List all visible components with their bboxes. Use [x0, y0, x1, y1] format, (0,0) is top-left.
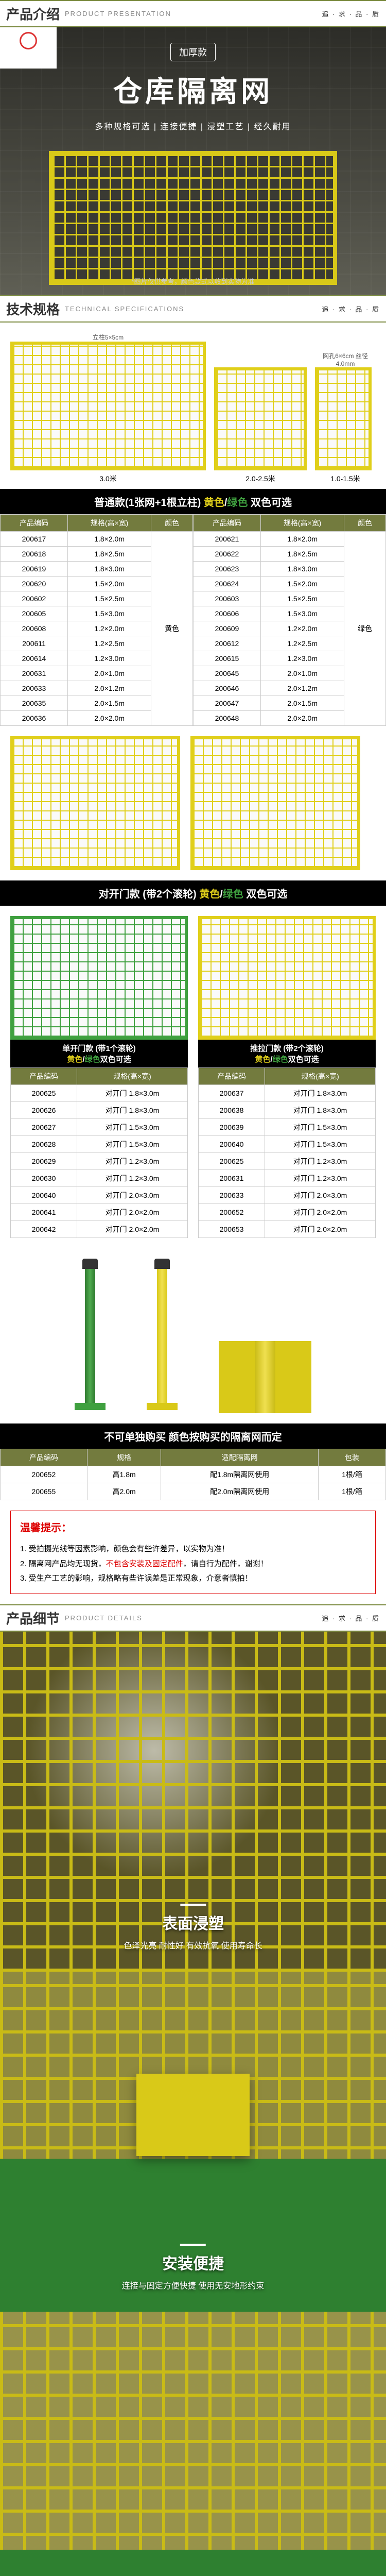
table-row: 200655高2.0m配2.0m隔离网使用1根/箱: [1, 1483, 386, 1500]
table-row: 200629对开门 1.2×3.0m: [11, 1153, 188, 1170]
tips-line: 1. 受拍摄光线等因素影响，颜色会有些许差异，以实物为准！: [20, 1542, 366, 1557]
table-row: 200641对开门 2.0×2.0m: [11, 1204, 188, 1221]
table-row: 200640对开门 1.5×3.0m: [199, 1136, 376, 1153]
hero-title: 仓库隔离网: [0, 69, 386, 110]
tips-line: 2. 隔离网产品均无现货，不包含安装及固定配件，请自行为配件，谢谢！: [20, 1557, 366, 1572]
caption-large: 3.0米: [10, 473, 206, 484]
detail-title: 表面浸塑: [124, 1911, 262, 1934]
th: 产品编码: [199, 1068, 265, 1085]
tips-title: 温馨提示：: [20, 1518, 366, 1538]
table-row: 200630对开门 1.2×3.0m: [11, 1170, 188, 1187]
header-cn: 产品介绍: [6, 4, 60, 23]
table-row: 200633对开门 2.0×3.0m: [199, 1187, 376, 1204]
post-green: [75, 1259, 106, 1413]
header-en: PRODUCT PRESENTATION: [65, 10, 322, 18]
table-row: 200642对开门 2.0×2.0m: [11, 1221, 188, 1238]
header-cn: 技术规格: [6, 299, 60, 318]
section-header-detail: 产品细节 PRODUCT DETAILS 追 · 求 · 品 · 质: [0, 1604, 386, 1632]
th: 规格: [87, 1449, 161, 1466]
table-row: 200639对开门 1.5×3.0m: [199, 1119, 376, 1136]
th: 适配隔离网: [161, 1449, 318, 1466]
table-row: 200626对开门 1.8×3.0m: [11, 1102, 188, 1119]
th: 产品编码: [194, 515, 261, 532]
post-yellow: [147, 1259, 178, 1413]
hero-note: *图片仅供参考，颜色款式以收到实物为准: [131, 276, 254, 286]
header-dots: 追 · 求 · 品 · 质: [322, 304, 380, 314]
header-en: TECHNICAL SPECIFICATIONS: [65, 305, 322, 313]
label-bar-push-door: 推拉门款 (带2个滚轮) 黄色/绿色双色可选: [198, 1040, 376, 1067]
caption-small: 1.0-1.5米: [315, 473, 376, 484]
detail-sub: 色泽光亮 耐性好 有效抗氧 使用寿命长: [124, 1939, 262, 1951]
detail-photo-surface: 表面浸塑 色泽光亮 耐性好 有效抗氧 使用寿命长: [0, 1632, 386, 1972]
header-cn: 产品细节: [6, 1608, 60, 1628]
th: 颜色: [344, 515, 386, 532]
table-row: 200637对开门 1.8×3.0m: [199, 1085, 376, 1102]
th: 产品编码: [1, 515, 68, 532]
mesh-large: [10, 342, 206, 470]
table-row: 200640对开门 2.0×3.0m: [11, 1187, 188, 1204]
annot-left: 立柱5×5cm: [10, 333, 206, 342]
tips-line: 3. 受生产工艺的影响，规格略有些许误差是正常现象，介意者慎拍！: [20, 1571, 366, 1586]
caption-med: 2.0-2.5米: [214, 473, 307, 484]
tips-box: 温馨提示： 1. 受拍摄光线等因素影响，颜色会有些许差异，以实物为准！ 2. 隔…: [10, 1511, 376, 1594]
detail-photo-mesh: 均匀网孔 6×6cm网孔 均匀焊接 牢固耐用 美观大气: [0, 2312, 386, 2576]
post-image-row: [0, 1248, 386, 1423]
table-row: 200653对开门 2.0×2.0m: [199, 1221, 376, 1238]
push-door-image: [198, 916, 376, 1040]
table-row: 200625对开门 1.2×3.0m: [199, 1153, 376, 1170]
hero-subtitle: 多种规格可选 | 连接便捷 | 浸塑工艺 | 经久耐用: [0, 120, 386, 132]
table-post: 产品编码规格适配隔离网包装200652高1.8m配1.8m隔离网使用1根/箱20…: [0, 1449, 386, 1500]
detail-sub: 连接与固定方便快捷 使用无安地形约束: [122, 2279, 264, 2291]
table-normal: 产品编码规格(高×宽)颜色2006171.8×2.0m黄色2006181.8×2…: [0, 514, 386, 726]
door-panel-right: [190, 736, 360, 870]
hero-product-image: [49, 151, 337, 285]
th: 规格(高×宽): [77, 1068, 188, 1085]
table-row: 2006211.8×2.0m绿色: [194, 532, 386, 547]
th: 产品编码: [11, 1068, 77, 1085]
table-row: 200628对开门 1.5×3.0m: [11, 1136, 188, 1153]
table-row: 200631对开门 1.2×3.0m: [199, 1170, 376, 1187]
double-door-image: [0, 726, 386, 880]
header-dots: 追 · 求 · 品 · 质: [322, 1613, 380, 1623]
table-row: 200652高1.8m配1.8m隔离网使用1根/箱: [1, 1466, 386, 1483]
annot-right: 网孔6×6cm 丝径4.0mm: [315, 351, 376, 367]
hero-tag: 加厚款: [170, 43, 216, 61]
table-row: 200638对开门 1.8×3.0m: [199, 1102, 376, 1119]
label-bar-double-door: 对开门款 (带2个滚轮) 黄色/绿色 双色可选: [0, 880, 386, 906]
post-base-plate: [219, 1341, 311, 1413]
detail-title: 安装便捷: [122, 2251, 264, 2274]
th: 规格(高×宽): [67, 515, 151, 532]
label-bar-no-sell: 不可单独购买 颜色按购买的隔离网而定: [0, 1423, 386, 1449]
detail-photo-install: 安装便捷 连接与固定方便快捷 使用无安地形约束: [0, 1972, 386, 2312]
table-row: 200625对开门 1.8×3.0m: [11, 1085, 188, 1102]
section-header-spec: 技术规格 TECHNICAL SPECIFICATIONS 追 · 求 · 品 …: [0, 295, 386, 323]
door-panel-left: [10, 736, 180, 870]
table-row: 2006171.8×2.0m黄色: [1, 532, 193, 547]
label-bar-single-door: 单开门款 (带1个滚轮) 黄色/绿色双色可选: [10, 1040, 188, 1067]
mesh-med: [214, 367, 307, 470]
th: 包装: [318, 1449, 385, 1466]
single-door-image: [10, 916, 188, 1040]
th: 规格(高×宽): [265, 1068, 376, 1085]
th: 产品编码: [1, 1449, 87, 1466]
mesh-small: [315, 367, 372, 470]
th: 规格(高×宽): [260, 515, 344, 532]
header-dots: 追 · 求 · 品 · 质: [322, 9, 380, 19]
hero-banner: 安赛瑞 加厚款 仓库隔离网 多种规格可选 | 连接便捷 | 浸塑工艺 | 经久耐…: [0, 27, 386, 295]
table-row: 200652对开门 2.0×2.0m: [199, 1204, 376, 1221]
label-bar-normal: 普通款(1张网+1根立柱) 黄色/绿色 双色可选: [0, 489, 386, 514]
single-push-door-row: 单开门款 (带1个滚轮) 黄色/绿色双色可选 产品编码规格(高×宽)200625…: [0, 906, 386, 1248]
th: 颜色: [151, 515, 193, 532]
section-header-intro: 产品介绍 PRODUCT PRESENTATION 追 · 求 · 品 · 质: [0, 0, 386, 27]
header-en: PRODUCT DETAILS: [65, 1614, 322, 1622]
table-row: 200627对开门 1.5×3.0m: [11, 1119, 188, 1136]
spec-diagram: 立柱5×5cm 3.0米 2.0-2.5米 网孔6×6cm 丝径4.0mm 1.…: [0, 323, 386, 489]
